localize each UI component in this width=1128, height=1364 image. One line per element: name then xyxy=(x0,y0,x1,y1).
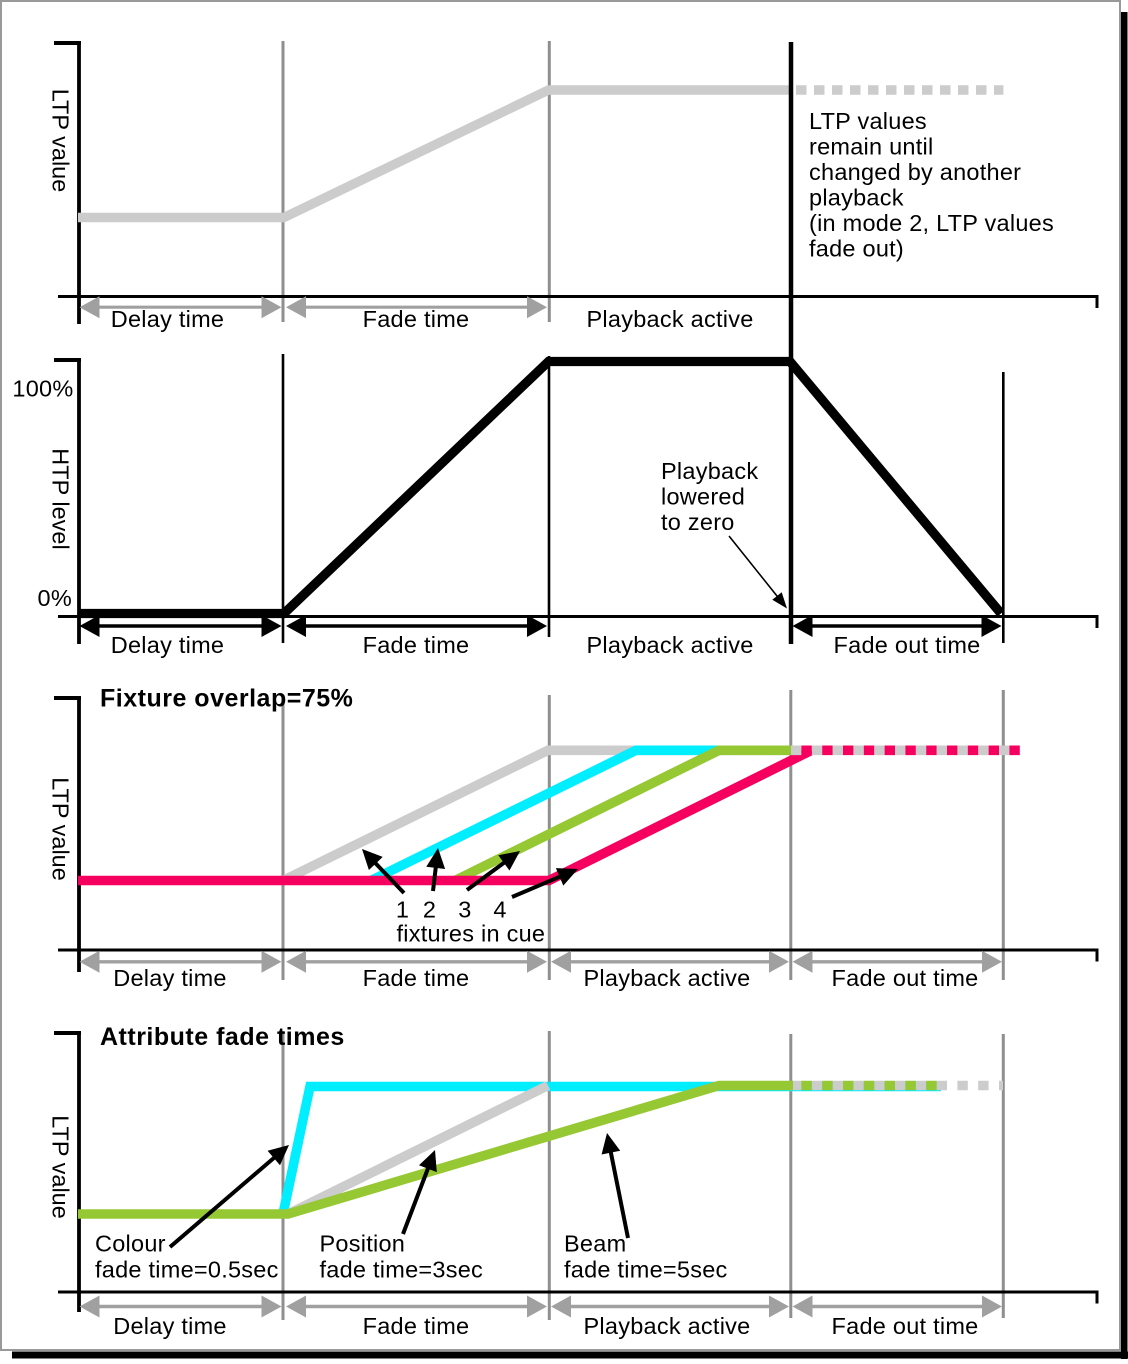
svg-text:(in mode 2, LTP values: (in mode 2, LTP values xyxy=(809,210,1054,236)
svg-text:playback: playback xyxy=(809,185,904,211)
svg-text:2: 2 xyxy=(423,897,436,923)
svg-text:Delay time: Delay time xyxy=(113,1313,227,1339)
svg-text:Delay time: Delay time xyxy=(111,306,225,332)
svg-text:1: 1 xyxy=(396,897,409,923)
svg-text:Fade time: Fade time xyxy=(363,965,470,991)
svg-text:0%: 0% xyxy=(38,585,72,611)
svg-text:Playback active: Playback active xyxy=(583,1313,750,1339)
svg-text:to zero: to zero xyxy=(661,509,735,535)
svg-text:Colour: Colour xyxy=(95,1231,166,1257)
svg-text:Fade time: Fade time xyxy=(363,632,470,658)
svg-text:HTP level: HTP level xyxy=(48,448,74,549)
svg-text:lowered: lowered xyxy=(661,484,745,510)
svg-text:4: 4 xyxy=(493,897,506,923)
svg-text:100%: 100% xyxy=(12,376,73,402)
svg-text:Playback active: Playback active xyxy=(587,632,754,658)
svg-text:Fade out time: Fade out time xyxy=(832,965,979,991)
svg-text:Playback: Playback xyxy=(661,458,758,484)
svg-text:Fade time: Fade time xyxy=(363,1313,470,1339)
svg-text:fade time=3sec: fade time=3sec xyxy=(320,1257,484,1283)
svg-text:Fade out time: Fade out time xyxy=(834,632,981,658)
svg-text:Fixture overlap=75%: Fixture overlap=75% xyxy=(100,685,353,713)
svg-text:3: 3 xyxy=(458,897,471,923)
svg-text:changed by another: changed by another xyxy=(809,159,1021,185)
svg-text:Beam: Beam xyxy=(564,1231,626,1257)
svg-text:Fade time: Fade time xyxy=(363,306,470,332)
svg-text:fade out): fade out) xyxy=(809,236,904,262)
svg-text:Attribute fade times: Attribute fade times xyxy=(100,1023,345,1051)
svg-text:fade time=0.5sec: fade time=0.5sec xyxy=(95,1257,279,1283)
svg-text:LTP value: LTP value xyxy=(48,89,74,193)
svg-text:LTP values: LTP values xyxy=(809,108,927,134)
svg-text:Delay time: Delay time xyxy=(113,965,227,991)
svg-text:fixtures in cue: fixtures in cue xyxy=(397,921,546,947)
svg-text:LTP value: LTP value xyxy=(48,777,74,881)
svg-text:Position: Position xyxy=(320,1231,406,1257)
svg-text:Fade out time: Fade out time xyxy=(832,1313,979,1339)
svg-text:Delay time: Delay time xyxy=(111,632,225,658)
svg-text:fade time=5sec: fade time=5sec xyxy=(564,1257,728,1283)
svg-text:remain until: remain until xyxy=(809,134,933,160)
svg-text:Playback active: Playback active xyxy=(587,306,754,332)
svg-text:LTP value: LTP value xyxy=(48,1115,74,1219)
svg-text:Playback active: Playback active xyxy=(583,965,750,991)
